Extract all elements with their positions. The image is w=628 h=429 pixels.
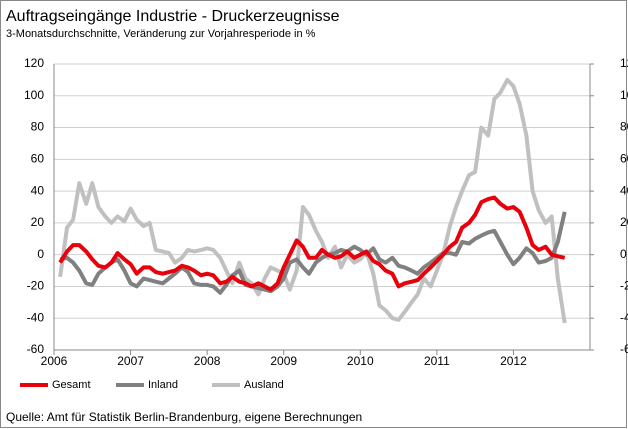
y2-tick-label: 60 xyxy=(620,152,628,166)
y-tick-label: 40 xyxy=(31,183,45,197)
legend-label: Ausland xyxy=(244,379,284,391)
y2-tick-label: 80 xyxy=(620,120,628,134)
x-tick-label: 2006 xyxy=(41,354,68,368)
y-tick-label: 100 xyxy=(24,88,44,102)
y-tick-label: 0 xyxy=(37,247,44,261)
y-tick-label: 60 xyxy=(31,152,45,166)
y2-tick-label: 20 xyxy=(620,215,628,229)
y2-tick-label: 120 xyxy=(620,56,628,70)
legend-label: Inland xyxy=(148,379,178,391)
x-tick-label: 2009 xyxy=(270,354,297,368)
series-line xyxy=(58,77,567,324)
x-tick-label: 2008 xyxy=(194,354,221,368)
y2-tick-label: 100 xyxy=(620,88,628,102)
x-tick-label: 2012 xyxy=(500,354,527,368)
x-tick-label: 2007 xyxy=(117,354,144,368)
y2-tick-label: 0 xyxy=(620,247,627,261)
y2-tick-label: -60 xyxy=(620,342,628,356)
y-tick-label: -40 xyxy=(27,310,45,324)
series-line xyxy=(59,211,567,295)
chart-title: Auftragseingänge Industrie - Druckerzeug… xyxy=(6,8,340,25)
y-tick-label: -20 xyxy=(27,279,45,293)
y-tick-label: 120 xyxy=(24,56,44,70)
y2-tick-label: 40 xyxy=(620,183,628,197)
x-tick-label: 2011 xyxy=(424,354,450,368)
y2-tick-label: -20 xyxy=(620,279,628,293)
y-tick-label: 20 xyxy=(31,215,45,229)
source-note: Quelle: Amt für Statistik Berlin-Branden… xyxy=(6,410,362,424)
y-tick-label: 80 xyxy=(31,120,45,134)
y-tick-label: -60 xyxy=(27,342,45,356)
series-line xyxy=(58,195,566,292)
x-tick-label: 2010 xyxy=(347,354,374,368)
chart-subtitle: 3-Monatsdurchschnitte, Veränderung zur V… xyxy=(6,28,316,40)
y2-tick-label: -40 xyxy=(620,310,628,324)
legend-label: Gesamt xyxy=(52,379,91,391)
